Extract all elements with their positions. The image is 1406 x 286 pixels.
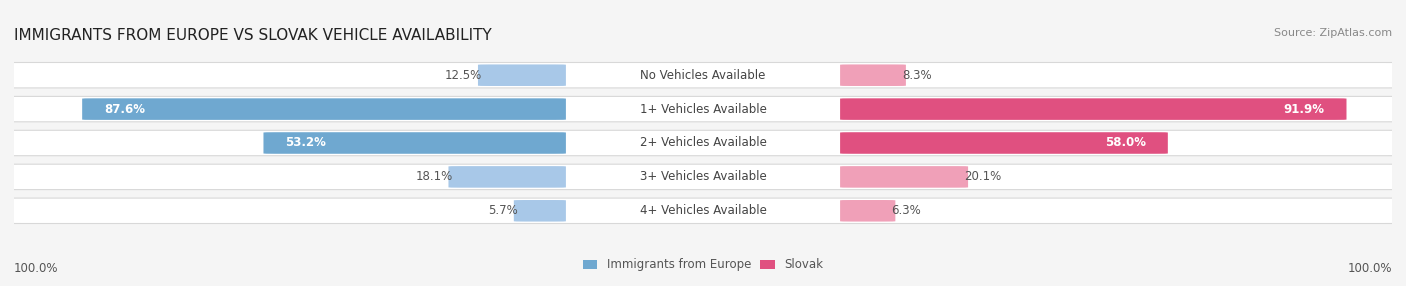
Text: Source: ZipAtlas.com: Source: ZipAtlas.com	[1274, 28, 1392, 38]
Text: 87.6%: 87.6%	[104, 103, 145, 116]
FancyBboxPatch shape	[0, 63, 1406, 88]
Text: 58.0%: 58.0%	[1105, 136, 1146, 150]
FancyBboxPatch shape	[478, 64, 565, 86]
FancyBboxPatch shape	[0, 96, 1406, 122]
Text: 8.3%: 8.3%	[901, 69, 931, 82]
Text: 18.1%: 18.1%	[415, 170, 453, 183]
Text: 3+ Vehicles Available: 3+ Vehicles Available	[640, 170, 766, 183]
FancyBboxPatch shape	[841, 200, 896, 222]
FancyBboxPatch shape	[0, 198, 1406, 223]
Text: 5.7%: 5.7%	[488, 204, 517, 217]
Text: 12.5%: 12.5%	[444, 69, 482, 82]
Text: 53.2%: 53.2%	[285, 136, 326, 150]
Text: 6.3%: 6.3%	[891, 204, 921, 217]
FancyBboxPatch shape	[513, 200, 565, 222]
FancyBboxPatch shape	[841, 64, 905, 86]
Text: 4+ Vehicles Available: 4+ Vehicles Available	[640, 204, 766, 217]
Text: No Vehicles Available: No Vehicles Available	[640, 69, 766, 82]
Text: IMMIGRANTS FROM EUROPE VS SLOVAK VEHICLE AVAILABILITY: IMMIGRANTS FROM EUROPE VS SLOVAK VEHICLE…	[14, 28, 492, 43]
FancyBboxPatch shape	[841, 98, 1347, 120]
Text: 2+ Vehicles Available: 2+ Vehicles Available	[640, 136, 766, 150]
FancyBboxPatch shape	[0, 164, 1406, 190]
FancyBboxPatch shape	[841, 132, 1168, 154]
FancyBboxPatch shape	[841, 166, 969, 188]
Text: 100.0%: 100.0%	[14, 262, 59, 275]
Text: 91.9%: 91.9%	[1284, 103, 1324, 116]
Text: 100.0%: 100.0%	[1347, 262, 1392, 275]
Text: 1+ Vehicles Available: 1+ Vehicles Available	[640, 103, 766, 116]
FancyBboxPatch shape	[449, 166, 565, 188]
FancyBboxPatch shape	[0, 130, 1406, 156]
FancyBboxPatch shape	[82, 98, 565, 120]
FancyBboxPatch shape	[263, 132, 565, 154]
Legend: Immigrants from Europe, Slovak: Immigrants from Europe, Slovak	[578, 254, 828, 276]
Text: 20.1%: 20.1%	[965, 170, 1001, 183]
